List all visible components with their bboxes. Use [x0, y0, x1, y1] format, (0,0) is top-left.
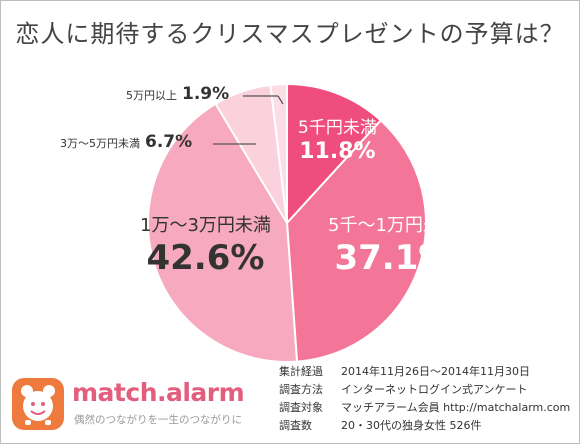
survey-value: インターネットログイン式アンケート [341, 383, 528, 396]
survey-value: 20・30代の独身女性 526件 [341, 419, 482, 432]
slice-category: 5万円以上 [126, 89, 177, 102]
slice-category: 5千円未満 [298, 118, 377, 138]
slice-category: 1万～3万円未満 [140, 215, 271, 236]
pie-slice-0 [286, 82, 383, 226]
slice-percent: 37.1% [334, 238, 453, 278]
slice-percent: 6.7% [145, 132, 193, 152]
alarm-clock-mascot-icon [12, 378, 64, 430]
pie-slice-1 [285, 119, 427, 363]
survey-row: 調査対象 マッチアラーム会員 http://matchalarm.com [279, 398, 570, 416]
survey-key: 調査対象 [279, 401, 323, 414]
survey-row: 調査方法 インターネットログイン式アンケート [279, 380, 570, 398]
slice-percent: 42.6% [146, 238, 265, 278]
slice-label-5man-over: 5万円以上 1.9% [126, 84, 229, 104]
survey-value: 2014年11月26日～2014年11月30日 [341, 365, 530, 378]
survey-key: 集計経過 [279, 365, 323, 378]
survey-row: 調査数 20・30代の独身女性 526件 [279, 416, 570, 434]
survey-key: 調査数 [279, 419, 312, 432]
survey-row: 集計経過 2014年11月26日～2014年11月30日 [279, 362, 570, 380]
survey-key: 調査方法 [279, 383, 323, 396]
brand-name: match.alarm [72, 378, 245, 407]
pie-slice-2 [147, 102, 299, 363]
slice-category: 5千～1万円未満 [328, 215, 459, 236]
slice-category: 3万～5万円未満 [60, 137, 140, 150]
slice-label-3man-5man: 3万～5万円未満 6.7% [60, 132, 192, 152]
slice-percent: 11.8% [299, 139, 376, 164]
survey-value: マッチアラーム会員 http://matchalarm.com [341, 401, 571, 414]
leader-line-5man-over-tip [277, 95, 284, 105]
slice-label-under-5sen: 5千円未満 11.8% [298, 118, 377, 166]
brand-tagline: 偶然のつながりを一生のつながりに [74, 414, 242, 426]
survey-info-table: 集計経過 2014年11月26日～2014年11月30日 調査方法 インターネッ… [279, 362, 570, 434]
chart-title: 恋人に期待するクリスマスプレゼントの予算は？ [15, 20, 565, 48]
slice-percent: 1.9% [182, 84, 230, 104]
pie-slice-4 [269, 82, 288, 224]
slice-label-1man-3man: 1万～3万円未満 42.6% [140, 216, 271, 280]
slice-label-5sen-1man: 5千～1万円未満 37.1% [328, 216, 459, 280]
